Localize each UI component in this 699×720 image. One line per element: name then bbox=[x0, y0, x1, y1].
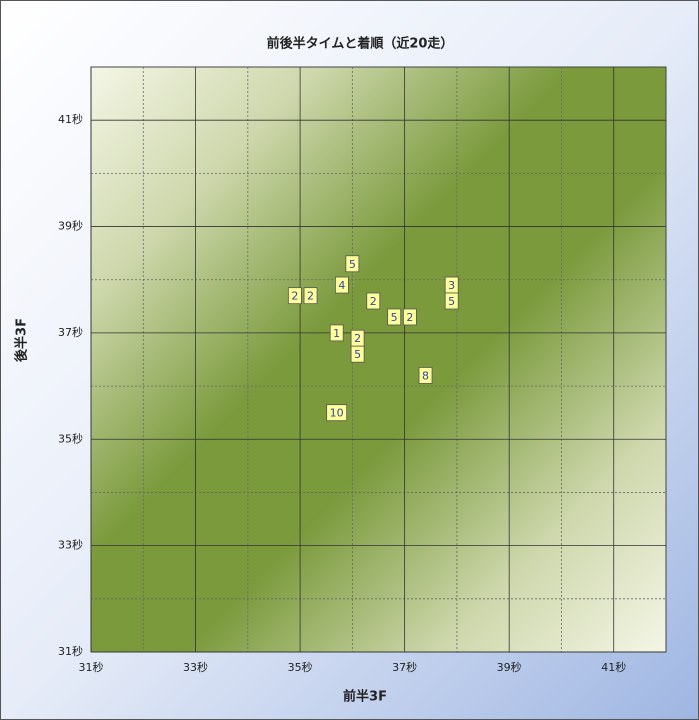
marker bbox=[329, 324, 344, 342]
x-tick-label: 31秒 bbox=[79, 660, 104, 674]
marker bbox=[287, 287, 302, 305]
plot-area bbox=[90, 66, 667, 653]
marker-label: 2 bbox=[291, 290, 298, 303]
x-tick-label: 37秒 bbox=[392, 660, 417, 674]
marker bbox=[350, 345, 365, 363]
marker-label: 1 bbox=[333, 327, 340, 340]
x-tick-label: 41秒 bbox=[601, 660, 626, 674]
marker-label: 8 bbox=[422, 369, 429, 382]
marker-label: 2 bbox=[307, 290, 314, 303]
marker bbox=[326, 404, 348, 422]
marker bbox=[366, 292, 381, 310]
x-axis-label: 前半3F bbox=[343, 689, 387, 705]
marker-label: 10 bbox=[330, 407, 344, 420]
marker bbox=[335, 276, 349, 294]
marker bbox=[444, 292, 459, 310]
marker-label: 2 bbox=[354, 332, 361, 345]
marker-label: 2 bbox=[406, 311, 413, 324]
marker-label: 5 bbox=[391, 311, 398, 324]
y-tick-label: 31秒 bbox=[58, 644, 83, 658]
y-tick-label: 39秒 bbox=[58, 219, 83, 233]
marker-label: 3 bbox=[448, 279, 455, 292]
y-tick-label: 41秒 bbox=[58, 112, 83, 126]
y-axis-label: 後半3F bbox=[14, 318, 30, 362]
marker-label: 5 bbox=[448, 295, 455, 308]
marker-label: 5 bbox=[349, 258, 356, 271]
y-tick-label: 33秒 bbox=[58, 538, 83, 552]
marker bbox=[345, 255, 360, 273]
marker bbox=[387, 308, 402, 326]
marker-label: 4 bbox=[338, 279, 345, 292]
marker-label: 5 bbox=[354, 348, 361, 361]
y-tick-label: 35秒 bbox=[58, 431, 83, 445]
x-tick-label: 39秒 bbox=[497, 660, 522, 674]
x-tick-label: 33秒 bbox=[183, 660, 208, 674]
chart-title: 前後半タイムと着順（近20走） bbox=[267, 36, 454, 52]
marker bbox=[418, 367, 433, 384]
y-tick-label: 37秒 bbox=[58, 325, 83, 339]
marker bbox=[402, 308, 417, 326]
marker bbox=[303, 287, 318, 305]
marker-label: 2 bbox=[370, 295, 377, 308]
x-tick-label: 35秒 bbox=[288, 660, 313, 674]
